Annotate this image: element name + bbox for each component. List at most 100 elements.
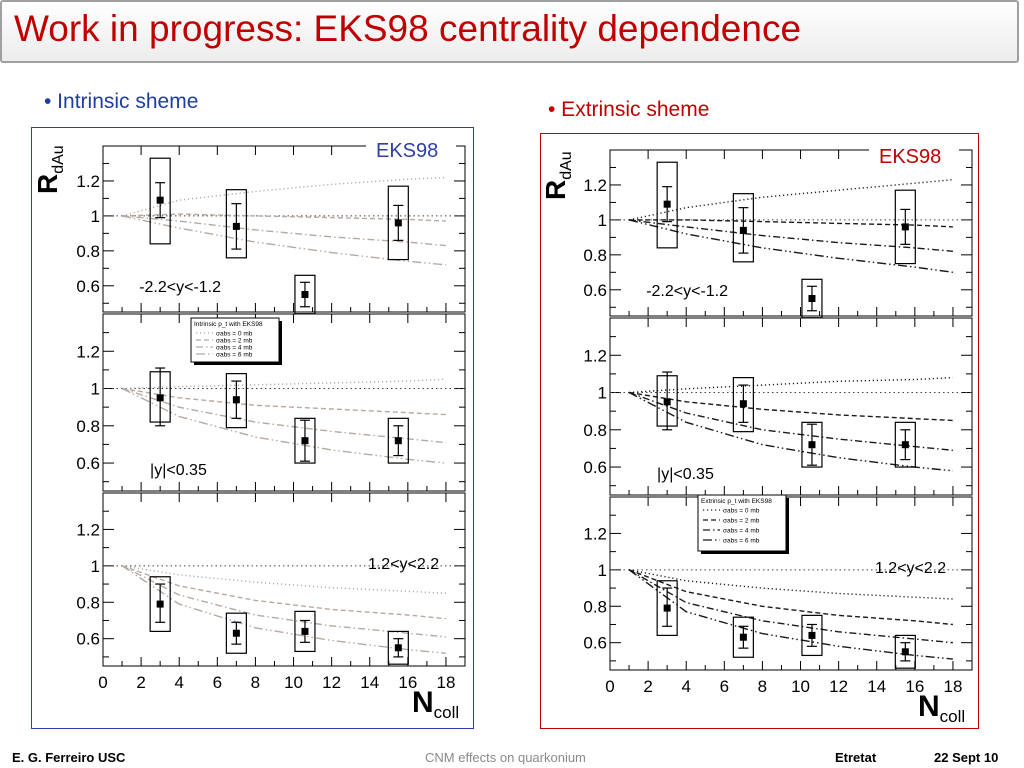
model-curve-0mb [629,376,953,394]
x-tick-label: 18 [943,677,962,696]
legend-title: Intrinsic p_t with EKS98 [194,321,263,328]
intrinsic-chart-frame [31,127,474,729]
data-point [901,223,909,231]
data-point [808,631,816,639]
y-tick-label: 0.8 [76,593,100,612]
x-tick-label: 6 [720,677,729,696]
x-tick-label: 0 [98,673,107,692]
data-point [739,400,747,408]
data-point [156,394,164,402]
rapidity-label: -2.2<y<-1.2 [646,283,728,300]
model-curve-0mb [122,378,446,390]
systematic-box [225,612,247,654]
model-curve-4mb [628,391,953,451]
y-tick-label: 0.6 [76,630,100,649]
x-tick-label: 12 [322,673,341,692]
panel-2: 0.6 0.8 1 1.2 |y|<0.35 [76,313,466,492]
legend: Extrinsic p_t with EKS98 σabs = 0 mb σabs … [697,494,789,554]
data-point [901,441,909,449]
data-point [663,398,671,406]
x-tick-label: 16 [905,677,924,696]
y-tick-label: 0.6 [76,454,100,473]
data-point [156,600,164,608]
data-point [901,648,909,656]
data-point [663,200,671,208]
eks98-centrality-charts: 0.6 0.8 1 1.2 -2.2<y<-1.2 0.6 0.8 1 1.2 |y|<0.35 0… [32,140,973,726]
data-point [739,226,747,234]
x-tick-label: 12 [829,677,848,696]
y-tick-label: 1 [91,380,100,399]
x-tick-label: 14 [867,677,886,696]
data-point [301,291,309,299]
legend-entry: σabs = 0 mb [723,508,760,515]
data-point [808,441,816,449]
y-tick-label: 0.8 [76,417,100,436]
rapidity-label: |y|<0.35 [657,466,714,483]
x-tick-label: 10 [791,677,810,696]
data-point [394,437,402,445]
model-curve-0mb [628,569,953,600]
systematic-box [801,614,823,657]
data-point [394,219,402,227]
data-point [808,295,816,303]
legend-entry: σabs = 6 mb [216,352,253,359]
footer-topic: CNM effects on quarkonium [425,750,586,765]
x-tick-label: 2 [136,673,145,692]
data-point [232,629,240,637]
y-tick-label: 0.8 [583,421,607,440]
y-axis-label: RdAu [32,145,67,194]
x-tick-label: 4 [174,673,183,692]
systematic-box [894,189,916,265]
y-tick-label: 1 [598,211,607,230]
panel-frame [102,313,466,492]
legend-entry: σabs = 2 mb [723,518,760,525]
y-axis-label: RdAu [540,151,575,200]
systematic-box [294,610,316,653]
y-tick-label: 1.2 [76,342,100,361]
rapidity-label: -2.2<y<-1.2 [139,279,221,296]
x-tick-label: 18 [436,673,455,692]
y-tick-label: 0.6 [583,281,607,300]
extrinsic-chart: 0.60.811.2-2.2<y<-1.20.60.811.2|y|<0.350… [540,143,973,726]
systematic-box [732,616,754,658]
model-curve-0mb [121,565,446,594]
rapidity-label: 1.2<y<2.2 [875,560,946,577]
x-tick-label: 6 [213,673,222,692]
x-tick-label: 4 [681,677,690,696]
extrinsic-bullet: • Extrinsic sheme [548,98,710,121]
y-tick-label: 1 [598,561,607,580]
model-curve-6mb [121,387,446,464]
panel-1: 0.6 0.8 1 1.2 -2.2<y<-1.2 [76,145,466,315]
y-tick-label: 0.6 [583,634,607,653]
y-tick-label: 0.6 [583,458,607,477]
systematic-box [732,193,754,263]
x-tick-label: 16 [398,673,417,692]
legend-entry: σabs = 6 mb [723,538,760,545]
legend-entry: σabs = 2 mb [216,338,253,345]
systematic-box [894,421,916,468]
y-tick-label: 1.2 [583,524,607,543]
model-label-bg [869,143,959,171]
y-tick-label: 1.2 [76,520,100,539]
data-point [739,633,747,641]
y-tick-label: 0.6 [76,277,100,296]
panel-frame [102,145,466,313]
systematic-box [225,189,247,259]
legend-entry: σabs = 4 mb [723,528,760,535]
systematic-box [149,576,171,633]
systematic-box [387,185,409,261]
y-tick-label: 1.2 [583,346,607,365]
x-tick-label: 10 [284,673,303,692]
systematic-box [656,580,678,637]
intrinsic-bullet: • Intrinsic sheme [44,90,199,113]
model-label: EKS98 [879,146,941,168]
data-point [394,644,402,652]
y-tick-label: 1 [91,207,100,226]
x-tick-label: 0 [605,677,614,696]
systematic-box [894,634,916,669]
y-tick-label: 1.2 [76,172,100,191]
x-tick-label: 8 [251,673,260,692]
footer: E. G. Ferreiro USC CNM effects on quarko… [0,744,1024,768]
data-point [156,196,164,204]
